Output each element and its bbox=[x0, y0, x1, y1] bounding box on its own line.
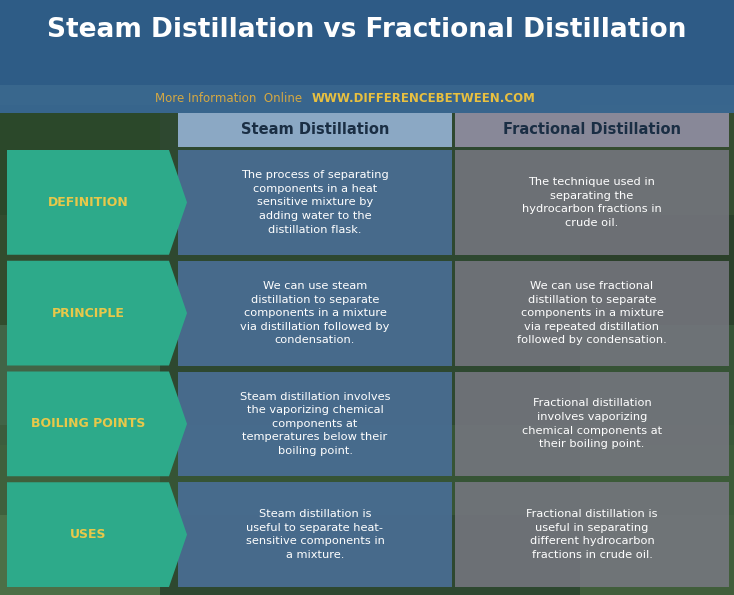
Bar bbox=[580, 325, 734, 445]
Polygon shape bbox=[7, 261, 187, 365]
Bar bbox=[178, 483, 452, 587]
Bar bbox=[455, 150, 729, 255]
Text: PRINCIPLE: PRINCIPLE bbox=[51, 306, 125, 320]
Text: BOILING POINTS: BOILING POINTS bbox=[31, 417, 145, 430]
Bar bbox=[0, 425, 734, 515]
Text: Fractional Distillation: Fractional Distillation bbox=[503, 123, 681, 137]
Polygon shape bbox=[7, 483, 187, 587]
Bar bbox=[455, 113, 729, 147]
Text: We can use steam
distillation to separate
components in a mixture
via distillati: We can use steam distillation to separat… bbox=[240, 281, 390, 345]
Text: Steam Distillation: Steam Distillation bbox=[241, 123, 389, 137]
Text: Fractional distillation is
useful in separating
different hydrocarbon
fractions : Fractional distillation is useful in sep… bbox=[526, 509, 658, 560]
Bar bbox=[0, 85, 734, 113]
Bar bbox=[0, 215, 160, 325]
Bar bbox=[0, 0, 734, 85]
Text: We can use fractional
distillation to separate
components in a mixture
via repea: We can use fractional distillation to se… bbox=[517, 281, 667, 345]
Text: WWW.DIFFERENCEBETWEEN.COM: WWW.DIFFERENCEBETWEEN.COM bbox=[312, 92, 536, 105]
Polygon shape bbox=[7, 150, 187, 255]
Bar bbox=[580, 0, 734, 105]
Bar bbox=[178, 371, 452, 476]
Bar bbox=[0, 0, 160, 105]
Bar bbox=[0, 325, 160, 445]
Bar bbox=[178, 261, 452, 365]
Bar bbox=[0, 105, 160, 215]
Text: Steam Distillation vs Fractional Distillation: Steam Distillation vs Fractional Distill… bbox=[47, 17, 687, 43]
Text: Steam distillation is
useful to separate heat-
sensitive components in
a mixture: Steam distillation is useful to separate… bbox=[246, 509, 385, 560]
Text: The technique used in
separating the
hydrocarbon fractions in
crude oil.: The technique used in separating the hyd… bbox=[522, 177, 662, 228]
Text: Fractional distillation
involves vaporizing
chemical components at
their boiling: Fractional distillation involves vaporiz… bbox=[522, 399, 662, 449]
Text: The process of separating
components in a heat
sensitive mixture by
adding water: The process of separating components in … bbox=[241, 170, 389, 234]
Text: Steam distillation involves
the vaporizing chemical
components at
temperatures b: Steam distillation involves the vaporizi… bbox=[240, 392, 390, 456]
Bar bbox=[0, 445, 160, 595]
Bar bbox=[178, 150, 452, 255]
Bar bbox=[178, 113, 452, 147]
Bar bbox=[455, 261, 729, 365]
Bar bbox=[580, 105, 734, 215]
Polygon shape bbox=[7, 371, 187, 476]
Bar bbox=[455, 371, 729, 476]
Text: DEFINITION: DEFINITION bbox=[48, 196, 128, 209]
Bar bbox=[580, 215, 734, 325]
Bar bbox=[455, 483, 729, 587]
Bar bbox=[580, 445, 734, 595]
Text: USES: USES bbox=[70, 528, 106, 541]
Text: More Information  Online: More Information Online bbox=[156, 92, 310, 105]
